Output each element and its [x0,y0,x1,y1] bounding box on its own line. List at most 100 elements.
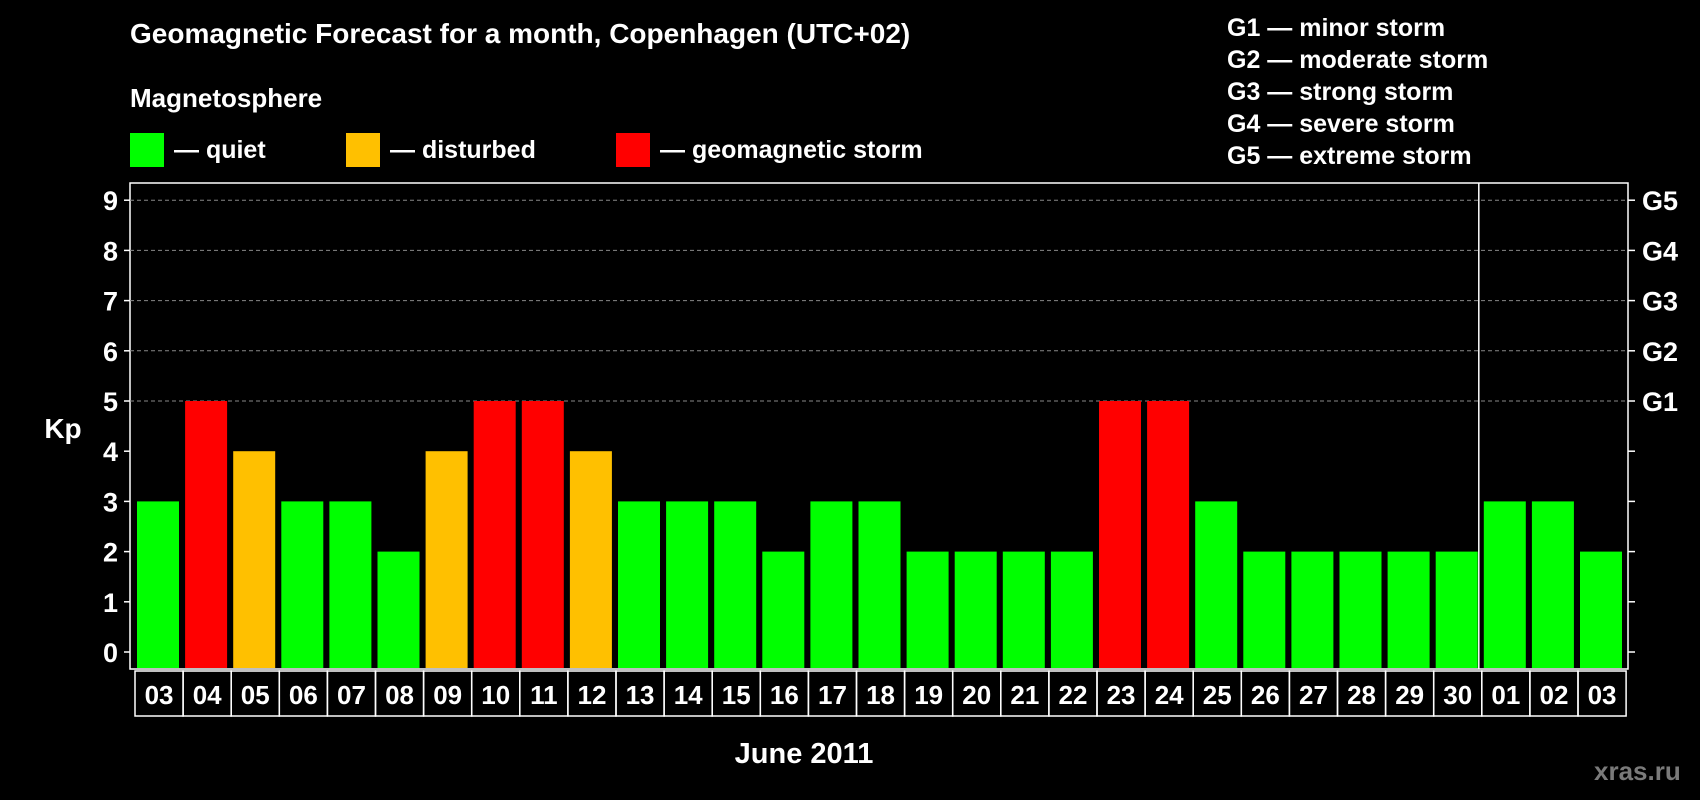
bar [1483,501,1526,668]
bar [569,451,612,668]
bar [762,551,805,668]
bar [377,551,420,668]
bar [1387,551,1430,668]
g-level-label: G4 [1642,236,1678,266]
x-tick-label: 26 [1251,680,1280,710]
x-tick-cell [1577,670,1627,717]
x-tick-label: 17 [818,680,847,710]
x-tick-label: 03 [1588,680,1617,710]
legend-subtitle: Magnetosphere [130,83,323,113]
bar [1435,551,1478,668]
x-tick-label: 16 [770,680,799,710]
x-tick-label: 23 [1107,680,1136,710]
bar [425,451,468,668]
bar [1002,551,1045,668]
plot-frame [129,182,1629,670]
g-level-label: G3 [1642,287,1678,317]
bar [329,501,372,668]
bar [666,501,709,668]
x-tick-label: 04 [193,680,222,710]
x-tick-label: 14 [674,680,703,710]
x-tick-label: 08 [385,680,414,710]
x-tick-label: 30 [1443,680,1472,710]
x-tick-label: 02 [1539,680,1568,710]
bar [1339,551,1382,668]
y-tick-label: 9 [103,186,118,216]
y-tick-label: 8 [103,236,118,266]
y-tick-label: 3 [103,487,118,517]
x-tick-label: 24 [1155,680,1184,710]
y-tick-label: 6 [103,337,118,367]
x-axis-label: June 2011 [735,738,874,770]
legend-label-storm: — geomagnetic storm [660,135,923,164]
bar [521,401,564,668]
bar [1531,501,1574,668]
y-tick-label: 0 [103,638,118,668]
x-tick-label: 21 [1010,680,1039,710]
x-tick-label: 03 [145,680,174,710]
bar [1050,551,1093,668]
y-tick-label: 7 [103,287,118,317]
x-tick-label: 12 [577,680,606,710]
bar [858,501,901,668]
bar [954,551,997,668]
bar [1195,501,1238,668]
bar [714,501,757,668]
x-tick-label: 29 [1395,680,1424,710]
bar [1147,401,1190,668]
storm-level-g4: G4 — severe storm [1227,110,1455,138]
bar [810,501,853,668]
bar [1580,551,1622,668]
x-tick-label: 06 [289,680,318,710]
x-tick-label: 27 [1299,680,1328,710]
x-tick-label: 01 [1491,680,1520,710]
legend-swatch-storm [616,133,650,167]
bar [1243,551,1286,668]
bar [1291,551,1334,668]
bar [1099,401,1141,668]
legend-label-quiet: — quiet [174,135,266,164]
g-level-label: G1 [1642,387,1678,417]
y-tick-label: 4 [103,437,118,467]
bar [233,451,276,668]
x-tick-label: 05 [241,680,270,710]
x-tick-label: 13 [626,680,655,710]
x-tick-label: 25 [1203,680,1232,710]
x-tick-label: 07 [337,680,366,710]
legend-item-quiet: — quiet [130,133,266,167]
x-tick-label: 10 [481,680,510,710]
legend-swatch-disturbed [346,133,380,167]
legend-item-disturbed: — disturbed [346,133,536,167]
watermark: xras.ru [1594,756,1681,786]
storm-level-legend: G1 — minor storm G2 — moderate storm G3 … [1227,12,1488,172]
legend-label-disturbed: — disturbed [390,135,536,164]
bar [281,501,324,668]
bar [185,401,228,668]
g-level-label: G5 [1642,186,1678,216]
x-tick-label: 18 [866,680,895,710]
storm-level-g1: G1 — minor storm [1227,14,1446,42]
legend-swatch-quiet [130,133,164,167]
storm-level-g3: G3 — strong storm [1227,78,1454,106]
x-tick-label: 28 [1347,680,1376,710]
y-tick-label: 5 [103,387,118,417]
bar [137,501,179,668]
x-tick-label: 15 [722,680,751,710]
g-level-label: G2 [1642,337,1678,367]
storm-level-g5: G5 — extreme storm [1227,142,1472,170]
x-tick-label: 09 [433,680,462,710]
bar [473,401,516,668]
x-tick-label: 19 [914,680,943,710]
x-tick-label: 22 [1058,680,1087,710]
bar [906,551,949,668]
y-axis-label: Kp [44,413,81,444]
bar [618,501,660,668]
storm-level-g2: G2 — moderate storm [1227,46,1489,74]
chart-title: Geomagnetic Forecast for a month, Copenh… [130,18,911,49]
legend-item-storm: — geomagnetic storm [616,133,923,167]
x-tick-label: 20 [962,680,991,710]
y-tick-label: 2 [103,538,118,568]
x-tick-label: 11 [530,680,558,710]
y-tick-label: 1 [103,588,118,618]
